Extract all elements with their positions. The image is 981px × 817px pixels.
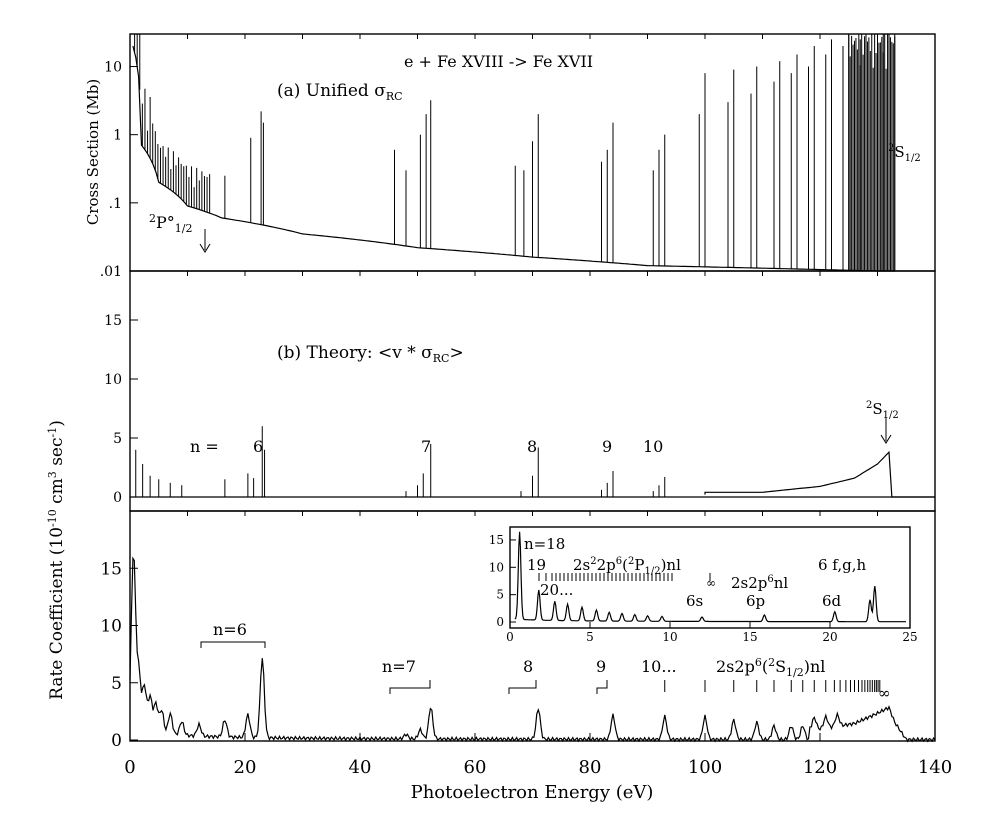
y-tick-label-c: 10	[100, 617, 122, 637]
inset-20: 20...	[540, 581, 573, 599]
x-tick-label: 0	[124, 757, 135, 778]
x-tick-label: 80	[579, 757, 602, 778]
panel-a-label: (a) Unified σRC	[277, 81, 403, 103]
trace-b	[130, 426, 935, 498]
x-tick-label: 40	[349, 757, 372, 778]
panel-a-ylabel: Cross Section (Mb)	[84, 79, 102, 225]
group-2s2p6-nl: 2s2p6(2S1/2)nl	[716, 656, 825, 679]
series-limit-ticks	[664, 680, 881, 692]
inset-plot: 0 5 10 15 20 25 0 5 10 15	[489, 531, 918, 644]
trace-c	[129, 556, 936, 743]
cross-section-background	[132, 45, 895, 272]
y-tick-label-b: 0	[113, 490, 122, 506]
inset-y-tick-label: 0	[496, 615, 504, 629]
group-n6: n=6	[213, 620, 247, 639]
inset-y-tick-label: 5	[496, 588, 504, 602]
y-tick-label-a: 1	[113, 128, 122, 144]
inset-y-tick-label: 15	[489, 533, 504, 547]
x-tick-label: 140	[918, 757, 952, 778]
inset-19: 19	[527, 556, 546, 574]
annotation-2P-half: 2P°1/2	[149, 212, 192, 235]
n6-label-b: 6	[253, 437, 263, 456]
y-tick-label-b: 10	[104, 372, 122, 388]
x-tick-label: 60	[464, 757, 487, 778]
x-tick-label: 100	[688, 757, 722, 778]
inset-frame	[509, 526, 911, 629]
y-tick-label-b: 5	[113, 431, 122, 447]
inset-infinity: ∞	[706, 576, 716, 590]
group-n10: 10...	[641, 657, 677, 676]
inset-6s: 6s	[686, 592, 703, 610]
n8-label-b: 8	[527, 437, 537, 456]
continuum-b	[704, 450, 935, 498]
measured-rate-coefficient	[129, 556, 936, 743]
y-tick-label-c: 5	[111, 674, 122, 694]
n10-label-b: 10	[643, 437, 663, 456]
inset-6d: 6d	[822, 592, 842, 610]
y-tick-label-b: 15	[104, 313, 122, 329]
group-n9: 9	[596, 657, 606, 676]
inset-x-tick-label: 5	[586, 630, 594, 644]
annotation-2S-half-a: 2S1/2	[888, 143, 921, 164]
y-tick-label-c: 15	[100, 559, 122, 579]
bracket-n8	[508, 680, 537, 694]
inset-x-tick-label: 15	[742, 630, 757, 644]
inset-trace	[514, 531, 906, 623]
group-n7: n=7	[382, 657, 416, 676]
y-tick-label-a: 10	[104, 60, 122, 76]
panel-b-label: (b) Theory: <v * σRC>	[277, 343, 464, 365]
inset-x-tick-label: 25	[902, 630, 917, 644]
inset-x-tick-label: 10	[662, 630, 677, 644]
n7-label-b: 7	[421, 437, 431, 456]
inset-6fgh: 6 f,g,h	[818, 556, 866, 574]
n-label-b: n =	[190, 437, 219, 456]
inset-2s22p6-nl: 2s22p6(2P1/2)nl	[573, 556, 681, 577]
bracket-n9	[596, 680, 608, 694]
inset-6p: 6p	[746, 592, 765, 610]
arrow-2P-head	[199, 243, 211, 253]
annotation-2S-half-b: 2S1/2	[866, 400, 899, 421]
inset-x-tick-label: 20	[822, 630, 837, 644]
inset-y-tick-label: 10	[489, 560, 504, 574]
group-n8: 8	[523, 657, 533, 676]
y-tick-label-c: 0	[111, 731, 122, 751]
x-tick-label: 20	[234, 757, 257, 778]
inset-2s2p6nl: 2s2p6nl	[731, 574, 788, 592]
x-tick-label: 120	[803, 757, 837, 778]
bracket-n7	[389, 680, 431, 694]
arrow-2S-b-head	[880, 434, 892, 444]
y-tick-label-a: .1	[109, 196, 122, 212]
bracket-n6	[200, 641, 266, 648]
inset-x-tick-label: 0	[506, 630, 514, 644]
trace-a	[132, 34, 896, 272]
infinity-c: ∞	[878, 684, 891, 702]
panel-b-frame	[129, 270, 936, 512]
inset-n18: n=18	[524, 535, 565, 553]
y-tick-label-a: .01	[100, 264, 122, 280]
x-axis-label: Photoelectron Energy (eV)	[411, 782, 654, 803]
panel-a-title: e + Fe XVIII -> Fe XVII	[404, 52, 593, 71]
n9-label-b: 9	[602, 437, 612, 456]
panel-c-ylabel: Rate Coefficient (10-10 cm3 sec-1)	[46, 420, 67, 700]
